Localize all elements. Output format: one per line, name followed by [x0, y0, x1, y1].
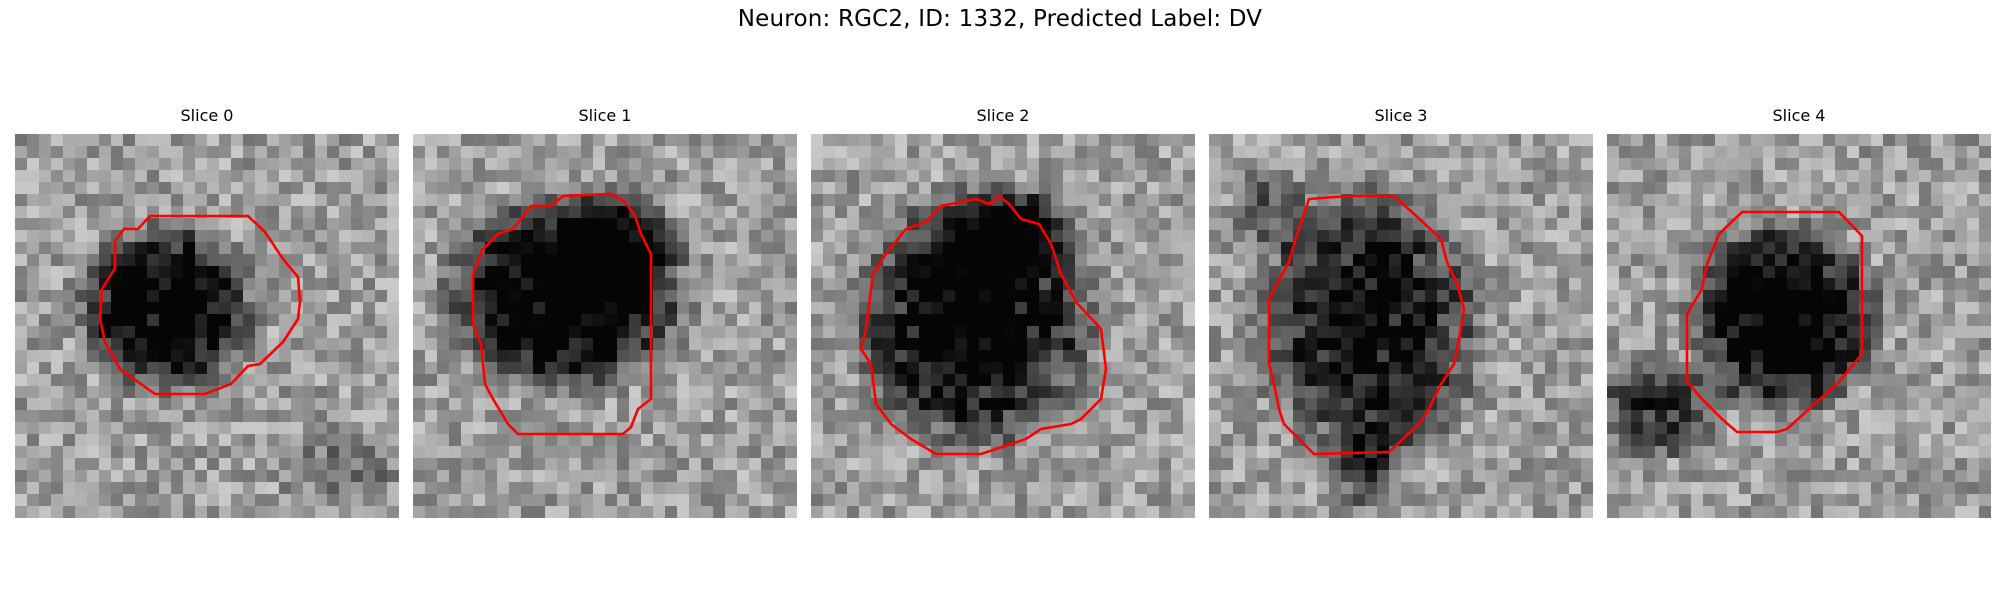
cell-contour	[859, 194, 1108, 456]
image-pixels	[811, 134, 1195, 518]
slice-title: Slice 4	[1772, 106, 1826, 125]
slice-title: Slice 3	[1374, 106, 1428, 125]
figure-title: Neuron: RGC2, ID: 1332, Predicted Label:…	[737, 6, 1263, 32]
slice-title: Slice 1	[578, 106, 632, 125]
microscopy-slice-image	[413, 134, 797, 518]
microscopy-slice-image	[15, 134, 399, 518]
slice-title: Slice 0	[180, 106, 234, 125]
slice-title: Slice 2	[976, 106, 1030, 125]
microscopy-slice-image	[1607, 134, 1991, 518]
cell-contour	[1267, 194, 1466, 456]
cell-contour	[1685, 210, 1864, 434]
image-pixels	[413, 134, 797, 518]
microscopy-slice-image	[811, 134, 1195, 518]
image-pixels	[1209, 134, 1593, 518]
cell-contour	[471, 192, 653, 436]
cell-contour	[98, 214, 302, 396]
microscopy-slice-image	[1209, 134, 1593, 518]
image-pixels	[15, 134, 399, 518]
image-pixels	[1607, 134, 1991, 518]
